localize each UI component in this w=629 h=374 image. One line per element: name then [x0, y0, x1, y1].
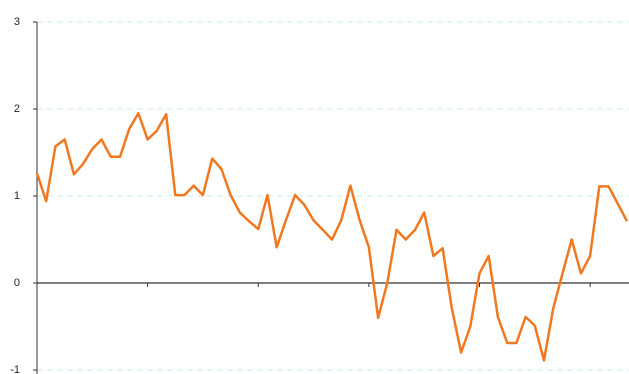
- y-tick-label: 1: [14, 190, 20, 202]
- y-tick-label: 3: [14, 16, 20, 28]
- data-line: [35, 112, 629, 362]
- y-tick-label: 2: [14, 103, 20, 115]
- y-tick-label: -1: [10, 364, 20, 374]
- y-tick-label: 0: [14, 277, 20, 289]
